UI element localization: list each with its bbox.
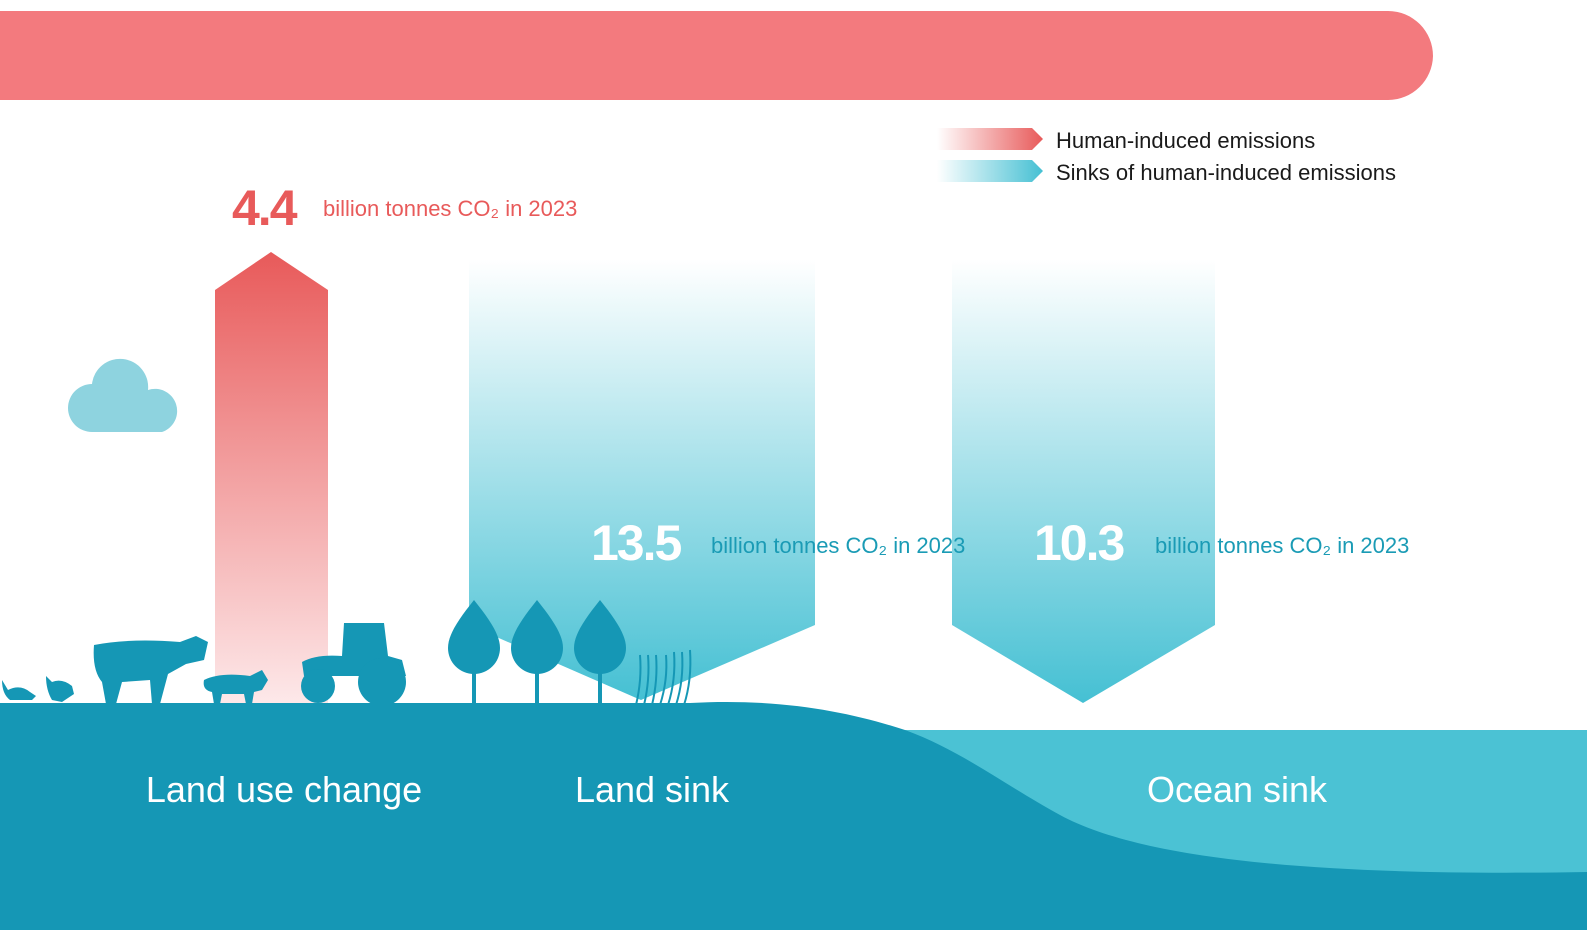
legend-label: Human-induced emissions — [1056, 128, 1315, 153]
value: 13.5 — [591, 515, 682, 571]
cloud — [68, 358, 178, 432]
legend-label: Sinks of human-induced emissions — [1056, 160, 1396, 185]
unit: billion tonnes CO₂ in 2023 — [323, 196, 577, 221]
crops — [635, 649, 692, 706]
value: 4.4 — [232, 180, 298, 236]
sink-arrow — [469, 260, 815, 700]
category-label: Ocean sink — [1147, 769, 1328, 810]
category-label: Land sink — [575, 769, 730, 810]
top-band — [0, 11, 1433, 101]
legend-swatch — [937, 128, 1043, 150]
legend-swatch — [937, 160, 1043, 182]
trees — [448, 600, 626, 705]
unit: billion tonnes CO₂ in 2023 — [1155, 533, 1409, 558]
category-label: Land use change — [146, 769, 422, 810]
ocean — [905, 730, 1587, 873]
emission-arrow — [215, 252, 328, 705]
sink-arrow — [952, 260, 1215, 703]
farm-silhouettes — [2, 623, 406, 706]
unit: billion tonnes CO₂ in 2023 — [711, 533, 965, 558]
value: 10.3 — [1034, 515, 1124, 571]
